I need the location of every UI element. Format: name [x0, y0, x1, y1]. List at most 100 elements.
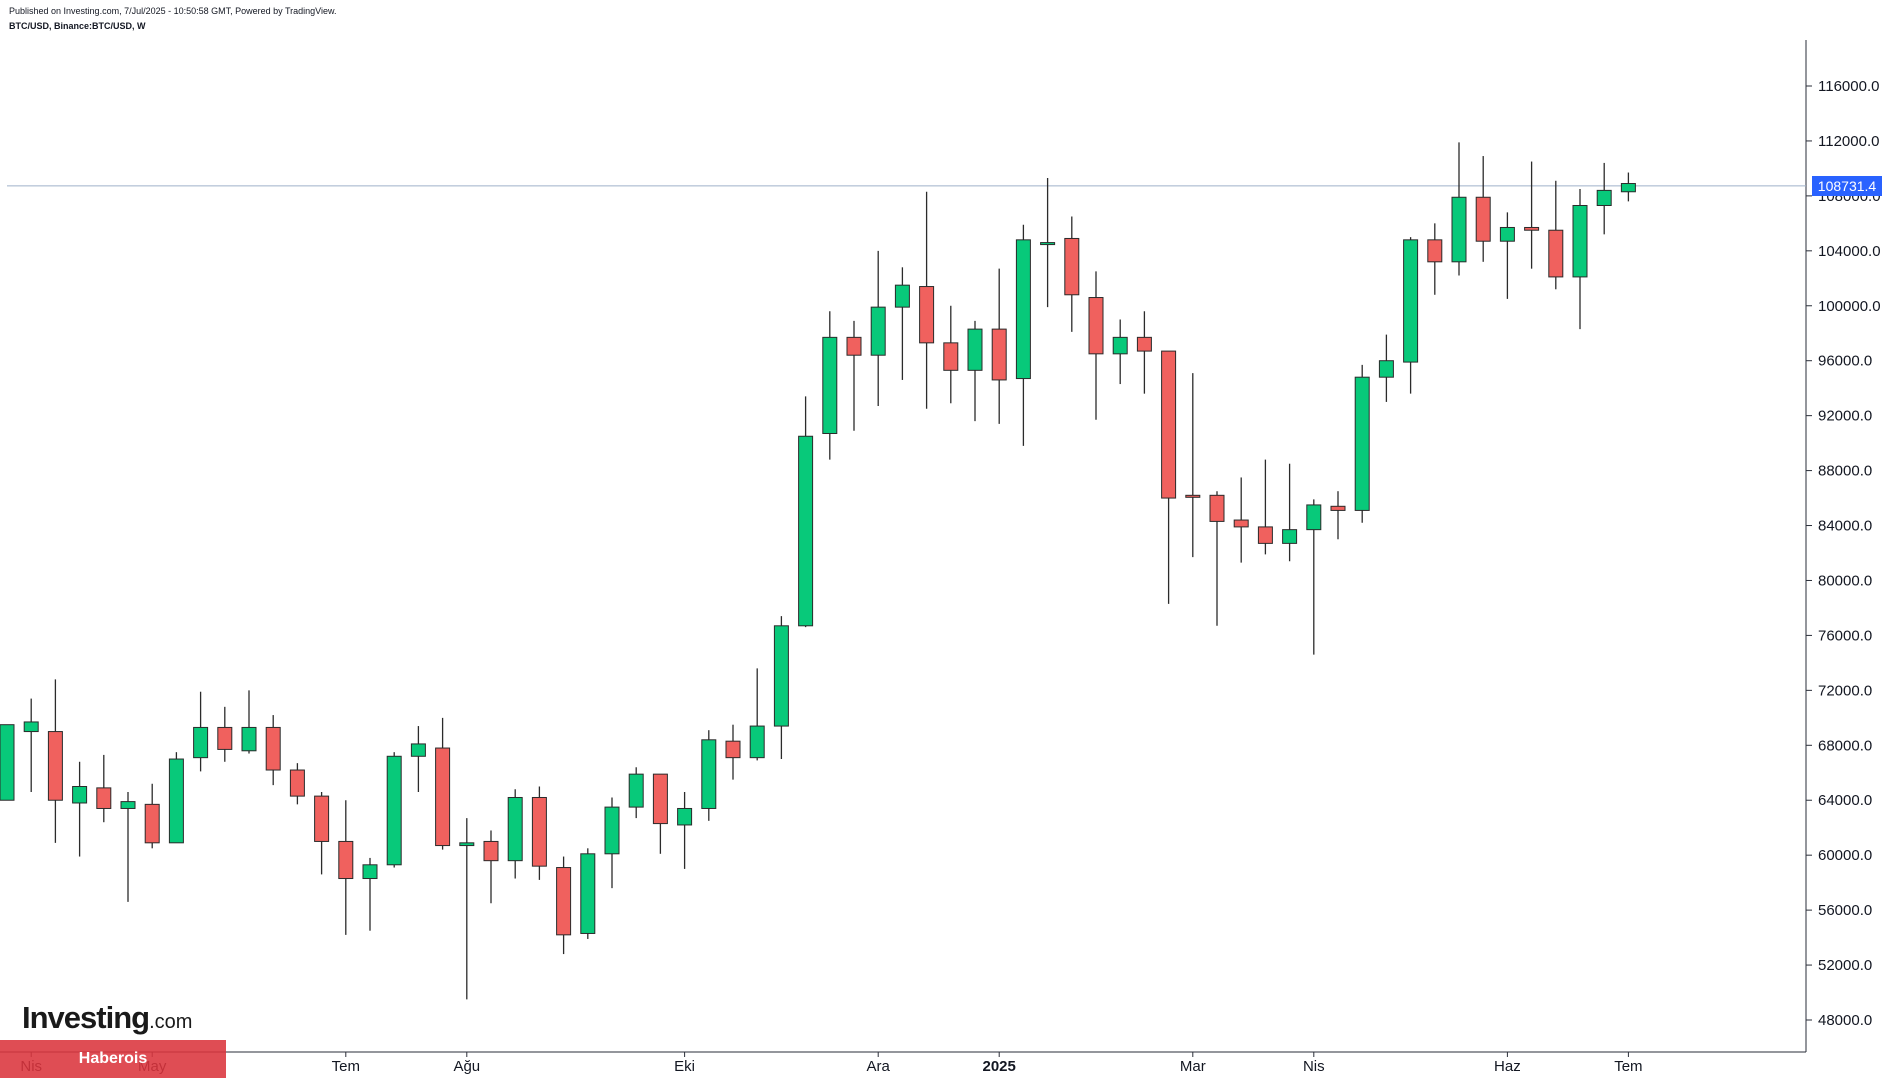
x-tick-label: Ağu [453, 1058, 480, 1075]
symbol-title: BTC/USD, Binance:BTC/USD, W [9, 21, 146, 31]
candle-down [1209, 494, 1225, 522]
candle-up [822, 336, 838, 435]
chart-axes [0, 40, 1807, 1053]
candle-up [580, 853, 596, 934]
investing-logo: Investing.com [22, 1000, 192, 1036]
y-tick-label: 104000.0 [1818, 243, 1881, 260]
candle-up [241, 726, 257, 752]
y-tick-label: 56000.0 [1818, 902, 1872, 919]
x-tick-label: Ara [867, 1058, 891, 1075]
candle-up [894, 284, 910, 308]
logo-main-text: Investing [22, 1000, 150, 1035]
candle-down [1161, 350, 1177, 499]
candle-up [193, 726, 209, 759]
y-axis-ticks: 116000.0112000.0108000.0104000.0100000.0… [1806, 78, 1881, 1029]
candle-down [314, 795, 330, 842]
candle-down [47, 731, 63, 801]
candle-down [919, 286, 935, 344]
candle-up [1112, 336, 1128, 355]
candle-up [1403, 239, 1419, 363]
candle-up [1306, 504, 1322, 531]
y-tick-label: 60000.0 [1818, 847, 1872, 864]
candle-down [1524, 226, 1540, 231]
candle-up [386, 755, 402, 866]
candle-down [435, 747, 451, 847]
candle-up [967, 328, 983, 371]
last-price-badge: 108731.4 [1812, 176, 1882, 196]
candle-up [120, 801, 136, 809]
x-tick-label: Tem [332, 1058, 360, 1075]
candle-down [1548, 229, 1564, 278]
x-tick-label: Nis [1303, 1058, 1325, 1075]
candle-down [483, 840, 499, 862]
x-tick-label: Eki [674, 1058, 695, 1075]
candle-down [265, 726, 281, 771]
candle-up [168, 758, 184, 844]
candle-down [531, 796, 547, 867]
candle-down [1185, 494, 1201, 498]
candle-up [1499, 226, 1515, 242]
candle-up [604, 806, 620, 855]
candle-down [652, 773, 668, 825]
candles-group [0, 142, 1636, 1000]
candle-down [1257, 526, 1273, 544]
candle-down [338, 840, 354, 880]
candle-up [773, 625, 789, 727]
candle-down [1064, 237, 1080, 296]
y-tick-label: 116000.0 [1818, 78, 1879, 95]
candle-up [1451, 196, 1467, 263]
y-tick-label: 76000.0 [1818, 627, 1872, 644]
candle-up [1596, 189, 1612, 206]
candle-up [0, 724, 15, 801]
candle-up [362, 864, 378, 880]
candle-up [1282, 529, 1298, 544]
logo-suffix-text: .com [149, 1011, 193, 1033]
y-tick-label: 84000.0 [1818, 518, 1872, 535]
candle-up [410, 743, 426, 757]
candle-up [870, 306, 886, 356]
candle-down [1233, 519, 1249, 528]
y-tick-label: 96000.0 [1818, 353, 1872, 370]
candle-up [72, 786, 88, 804]
candle-down [289, 769, 305, 797]
candle-down [1088, 297, 1104, 355]
y-tick-label: 80000.0 [1818, 572, 1872, 589]
y-tick-label: 72000.0 [1818, 682, 1872, 699]
candle-up [749, 725, 765, 759]
y-tick-label: 112000.0 [1818, 133, 1879, 150]
candle-down [1427, 239, 1443, 263]
candle-up [628, 773, 644, 808]
haberois-watermark: Haberois [0, 1040, 226, 1078]
y-tick-label: 100000.0 [1818, 298, 1881, 315]
x-tick-label: Mar [1180, 1058, 1206, 1075]
candle-down [1475, 196, 1491, 242]
x-tick-label: Haz [1494, 1058, 1521, 1075]
candle-down [725, 740, 741, 759]
candle-up [1015, 239, 1031, 380]
candle-down [144, 803, 160, 844]
candle-up [1040, 242, 1056, 246]
candle-down [1330, 505, 1346, 511]
y-tick-label: 92000.0 [1818, 408, 1872, 425]
candle-down [991, 328, 1007, 381]
candle-down [943, 342, 959, 371]
y-tick-label: 68000.0 [1818, 737, 1872, 754]
x-tick-label: 2025 [983, 1058, 1016, 1075]
candle-up [459, 842, 475, 847]
y-tick-label: 48000.0 [1818, 1012, 1872, 1029]
y-tick-label: 64000.0 [1818, 792, 1872, 809]
candle-up [1620, 183, 1636, 193]
x-tick-label: Tem [1614, 1058, 1642, 1075]
candle-down [217, 726, 233, 750]
candle-up [798, 435, 814, 627]
candle-up [23, 721, 39, 733]
candle-down [556, 867, 572, 936]
x-axis-labels: NisMayTemAğuEkiAra2025MarNisHazTem [20, 1052, 1643, 1075]
candle-up [677, 807, 693, 826]
candle-down [846, 336, 862, 356]
candle-up [1572, 204, 1588, 278]
candle-down [96, 787, 112, 809]
candle-down [1136, 336, 1152, 352]
candle-up [1378, 360, 1394, 378]
